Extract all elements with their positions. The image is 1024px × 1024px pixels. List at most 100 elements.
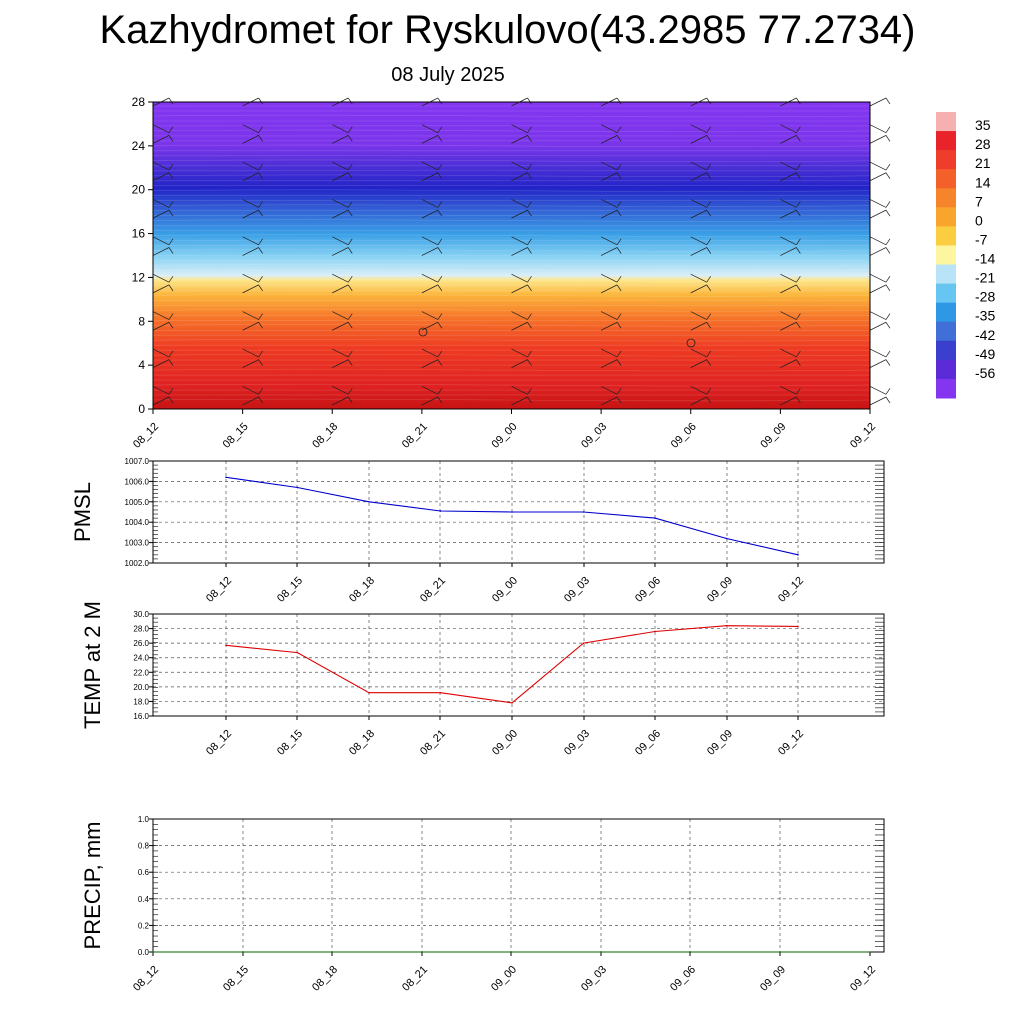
wind-barb <box>242 209 259 219</box>
y-tick-label: 28.0 <box>133 625 149 634</box>
wind-barb <box>242 161 259 171</box>
contour-line <box>152 129 871 133</box>
y-tick-label: 0.6 <box>138 868 150 877</box>
x-tick-label: 09_03 <box>579 421 609 451</box>
data-point <box>368 501 370 503</box>
colorbar-swatch <box>936 302 956 323</box>
wind-barb <box>600 172 618 182</box>
wind-barb-flag <box>616 126 622 133</box>
wind-barb <box>152 161 170 171</box>
wind-barb-flag <box>168 313 174 320</box>
wind-barb-flag <box>437 135 443 142</box>
wind-barb-flag <box>437 201 443 208</box>
wind-barb <box>152 209 170 219</box>
wind-barb <box>242 199 259 208</box>
colorbar-label: -42 <box>975 327 995 343</box>
wind-barb-flag <box>706 322 712 329</box>
wind-barb <box>869 209 887 219</box>
data-point <box>725 537 728 540</box>
wind-barb <box>421 359 439 368</box>
wind-barb <box>421 124 439 134</box>
wind-barb <box>780 284 797 294</box>
wind-barb-flag <box>616 247 622 254</box>
data-point <box>797 554 799 556</box>
wind-barb-flag <box>885 201 891 208</box>
wind-barb <box>242 236 259 246</box>
contour-line <box>152 368 871 372</box>
wind-barb-flag <box>258 322 263 329</box>
wind-barb-flag <box>168 396 174 404</box>
data-point <box>689 951 692 953</box>
wind-barb <box>332 359 349 368</box>
wind-barb-flag <box>796 313 801 320</box>
x-tick-label: 08_12 <box>131 964 161 994</box>
wind-barb-flag <box>168 97 174 105</box>
wind-barb-flag <box>885 238 891 246</box>
wind-barb <box>421 247 439 256</box>
x-tick-label: 09_06 <box>669 421 699 451</box>
wind-barb <box>600 209 618 219</box>
wind-barb <box>242 321 259 331</box>
colorbar-label: 21 <box>975 155 991 171</box>
wind-barb-flag <box>347 275 353 283</box>
wind-barb <box>780 135 797 144</box>
wind-barb <box>511 284 528 294</box>
wind-barb <box>869 161 887 171</box>
x-tick-label: 09_09 <box>705 728 735 758</box>
x-tick-label: 09_06 <box>633 728 663 758</box>
wind-barb <box>869 321 887 331</box>
colorbar-swatch <box>936 188 956 208</box>
wind-barb-flag <box>527 163 532 171</box>
wind-barb <box>152 124 170 134</box>
panel-frame <box>152 818 885 953</box>
calm-wind-marker <box>686 338 696 348</box>
y-tick-label: 0.4 <box>138 895 150 904</box>
wind-barb <box>690 236 707 246</box>
wind-barb-flag <box>437 275 443 283</box>
wind-barb-flag <box>437 313 443 320</box>
wind-barb <box>780 348 797 358</box>
wind-barb <box>511 236 528 246</box>
colorbar-swatch <box>936 131 956 151</box>
wind-barb-flag <box>706 284 712 292</box>
wind-barb <box>780 273 797 283</box>
colorbar-label: -7 <box>975 231 988 247</box>
wind-barb-flag <box>796 247 801 254</box>
wind-barb-flag <box>616 275 622 283</box>
y-tick-label: 1005.0 <box>125 498 150 507</box>
wind-barb-flag <box>437 163 443 171</box>
contour-line <box>152 234 871 237</box>
wind-barb-flag <box>796 275 801 283</box>
wind-barb-flag <box>258 396 263 404</box>
wind-barb <box>152 199 170 208</box>
wind-barb <box>690 396 707 406</box>
wind-barb <box>690 199 707 208</box>
wind-barb <box>600 311 618 320</box>
wind-barb <box>242 172 259 182</box>
data-point <box>241 951 244 953</box>
data-point <box>869 951 871 953</box>
wind-barb <box>332 209 349 219</box>
wind-barb <box>869 273 887 283</box>
wind-barb <box>869 348 887 358</box>
wind-barb-flag <box>258 313 263 320</box>
wind-barb-flag <box>258 350 263 358</box>
wind-barb <box>152 311 170 320</box>
wind-barb <box>152 348 170 358</box>
x-tick-label: 09_06 <box>633 575 663 605</box>
wind-barb <box>511 396 528 406</box>
wind-barb <box>332 396 349 406</box>
contour-line <box>152 264 871 267</box>
data-point <box>600 951 602 953</box>
wind-barb <box>869 199 887 208</box>
x-tick-label: 08_12 <box>204 575 234 605</box>
wind-barb <box>511 385 528 395</box>
wind-barb-flag <box>527 172 532 179</box>
wind-barb-flag <box>616 135 622 142</box>
wind-barb <box>600 396 618 406</box>
wind-barb <box>600 199 618 208</box>
wind-barb-flag <box>616 284 622 292</box>
x-tick-label: 08_15 <box>221 964 251 994</box>
x-tick-label: 08_21 <box>418 575 448 605</box>
colorbar-label: -14 <box>975 251 995 267</box>
